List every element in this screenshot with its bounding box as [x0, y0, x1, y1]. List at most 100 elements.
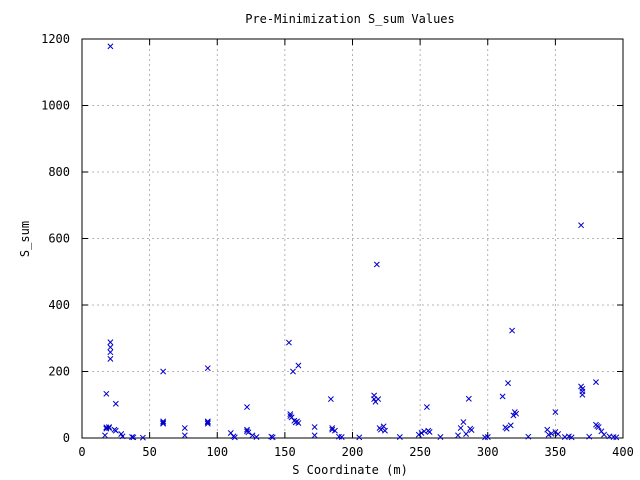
- data-point: [601, 431, 608, 438]
- data-point: [548, 430, 555, 437]
- data-point: [457, 425, 464, 431]
- data-point-stroke: [507, 422, 514, 429]
- data-point-stroke: [253, 434, 260, 440]
- data-point: [510, 412, 517, 419]
- data-point: [423, 404, 430, 411]
- data-point: [525, 433, 532, 440]
- data-point: [204, 365, 211, 372]
- data-point: [503, 425, 510, 432]
- data-point: [103, 390, 110, 397]
- data-point-stroke: [356, 434, 363, 441]
- data-point: [513, 410, 520, 417]
- y-tick-label: 800: [48, 165, 70, 179]
- data-point-stroke: [586, 433, 593, 440]
- data-point-stroke: [311, 432, 318, 439]
- data-point-stroke: [331, 427, 338, 434]
- data-point: [465, 395, 472, 402]
- data-point-stroke: [499, 393, 506, 400]
- data-point-stroke: [595, 424, 602, 430]
- grid-lines: [82, 39, 623, 438]
- data-point: [249, 432, 256, 439]
- data-point-stroke: [423, 404, 430, 411]
- data-point: [204, 419, 211, 426]
- data-point-stroke: [245, 429, 252, 436]
- data-point-stroke: [613, 434, 620, 441]
- data-point-stroke: [373, 261, 380, 268]
- data-point-stroke: [288, 414, 295, 421]
- axis-ticks: 0 50 100 150 200 250 300 350 400 0 200 400 600 800 100…: [41, 32, 634, 459]
- data-point-stroke: [552, 409, 559, 416]
- data-point-stroke: [336, 433, 342, 440]
- data-point: [507, 422, 514, 429]
- plot-border: [81, 38, 624, 439]
- data-point-stroke: [160, 419, 167, 426]
- data-point-stroke: [181, 425, 188, 431]
- data-point: [484, 434, 491, 440]
- plot-frame: [81, 38, 624, 439]
- data-point: [311, 424, 318, 430]
- data-point: [107, 349, 114, 356]
- data-point-stroke: [327, 396, 334, 403]
- data-point-stroke: [181, 432, 188, 439]
- data-point-stroke: [578, 222, 585, 229]
- data-point-stroke: [465, 395, 472, 402]
- data-point: [613, 434, 620, 441]
- x-tick-label: 50: [142, 445, 156, 459]
- data-point: [119, 433, 126, 440]
- data-point-stroke: [311, 424, 318, 430]
- data-point-stroke: [107, 355, 114, 362]
- data-point: [555, 431, 562, 437]
- data-point: [287, 411, 294, 418]
- data-point-stroke: [382, 427, 388, 434]
- data-point-stroke: [160, 420, 167, 427]
- data-point: [578, 222, 585, 229]
- data-point: [499, 393, 506, 400]
- data-point-stroke: [426, 429, 433, 435]
- data-point-stroke: [503, 425, 510, 432]
- data-point-stroke: [457, 425, 464, 431]
- data-point: [244, 404, 250, 411]
- data-point-stroke: [160, 368, 167, 375]
- data-point-stroke: [555, 431, 562, 437]
- data-point-stroke: [568, 434, 575, 441]
- data-point: [552, 429, 559, 435]
- data-point: [269, 434, 276, 441]
- data-point-stroke: [380, 423, 387, 430]
- data-point: [181, 425, 188, 431]
- data-point: [568, 434, 575, 441]
- data-point-stroke: [204, 419, 211, 426]
- data-point-stroke: [505, 380, 511, 387]
- data-point-stroke: [244, 404, 250, 411]
- data-point: [129, 434, 135, 440]
- data-point-stroke: [139, 434, 146, 441]
- data-point-stroke: [329, 426, 336, 433]
- data-point: [327, 396, 334, 403]
- data-point: [331, 427, 338, 434]
- data-point: [160, 418, 167, 425]
- data-point: [107, 43, 114, 50]
- data-point-stroke: [415, 431, 422, 438]
- data-point-stroke: [295, 362, 302, 369]
- data-point: [579, 385, 586, 392]
- data-point: [285, 339, 292, 346]
- data-point-stroke: [227, 430, 234, 436]
- data-point-stroke: [204, 420, 211, 427]
- x-tick-label: 150: [274, 445, 296, 459]
- data-point-stroke: [592, 379, 599, 386]
- data-point-stroke: [421, 428, 428, 435]
- data-point-stroke: [598, 428, 605, 435]
- data-point: [509, 327, 516, 334]
- data-point-stroke: [455, 432, 461, 439]
- data-point: [245, 429, 252, 436]
- data-point-stroke: [102, 432, 108, 439]
- data-point: [595, 424, 602, 430]
- x-tick-label: 250: [409, 445, 431, 459]
- data-point-stroke: [437, 434, 444, 440]
- data-point-stroke: [463, 431, 470, 437]
- data-point: [107, 339, 114, 346]
- data-point-stroke: [249, 432, 256, 439]
- data-point-stroke: [244, 426, 250, 433]
- data-point: [552, 409, 559, 416]
- data-point: [356, 434, 363, 441]
- data-point-stroke: [103, 390, 110, 397]
